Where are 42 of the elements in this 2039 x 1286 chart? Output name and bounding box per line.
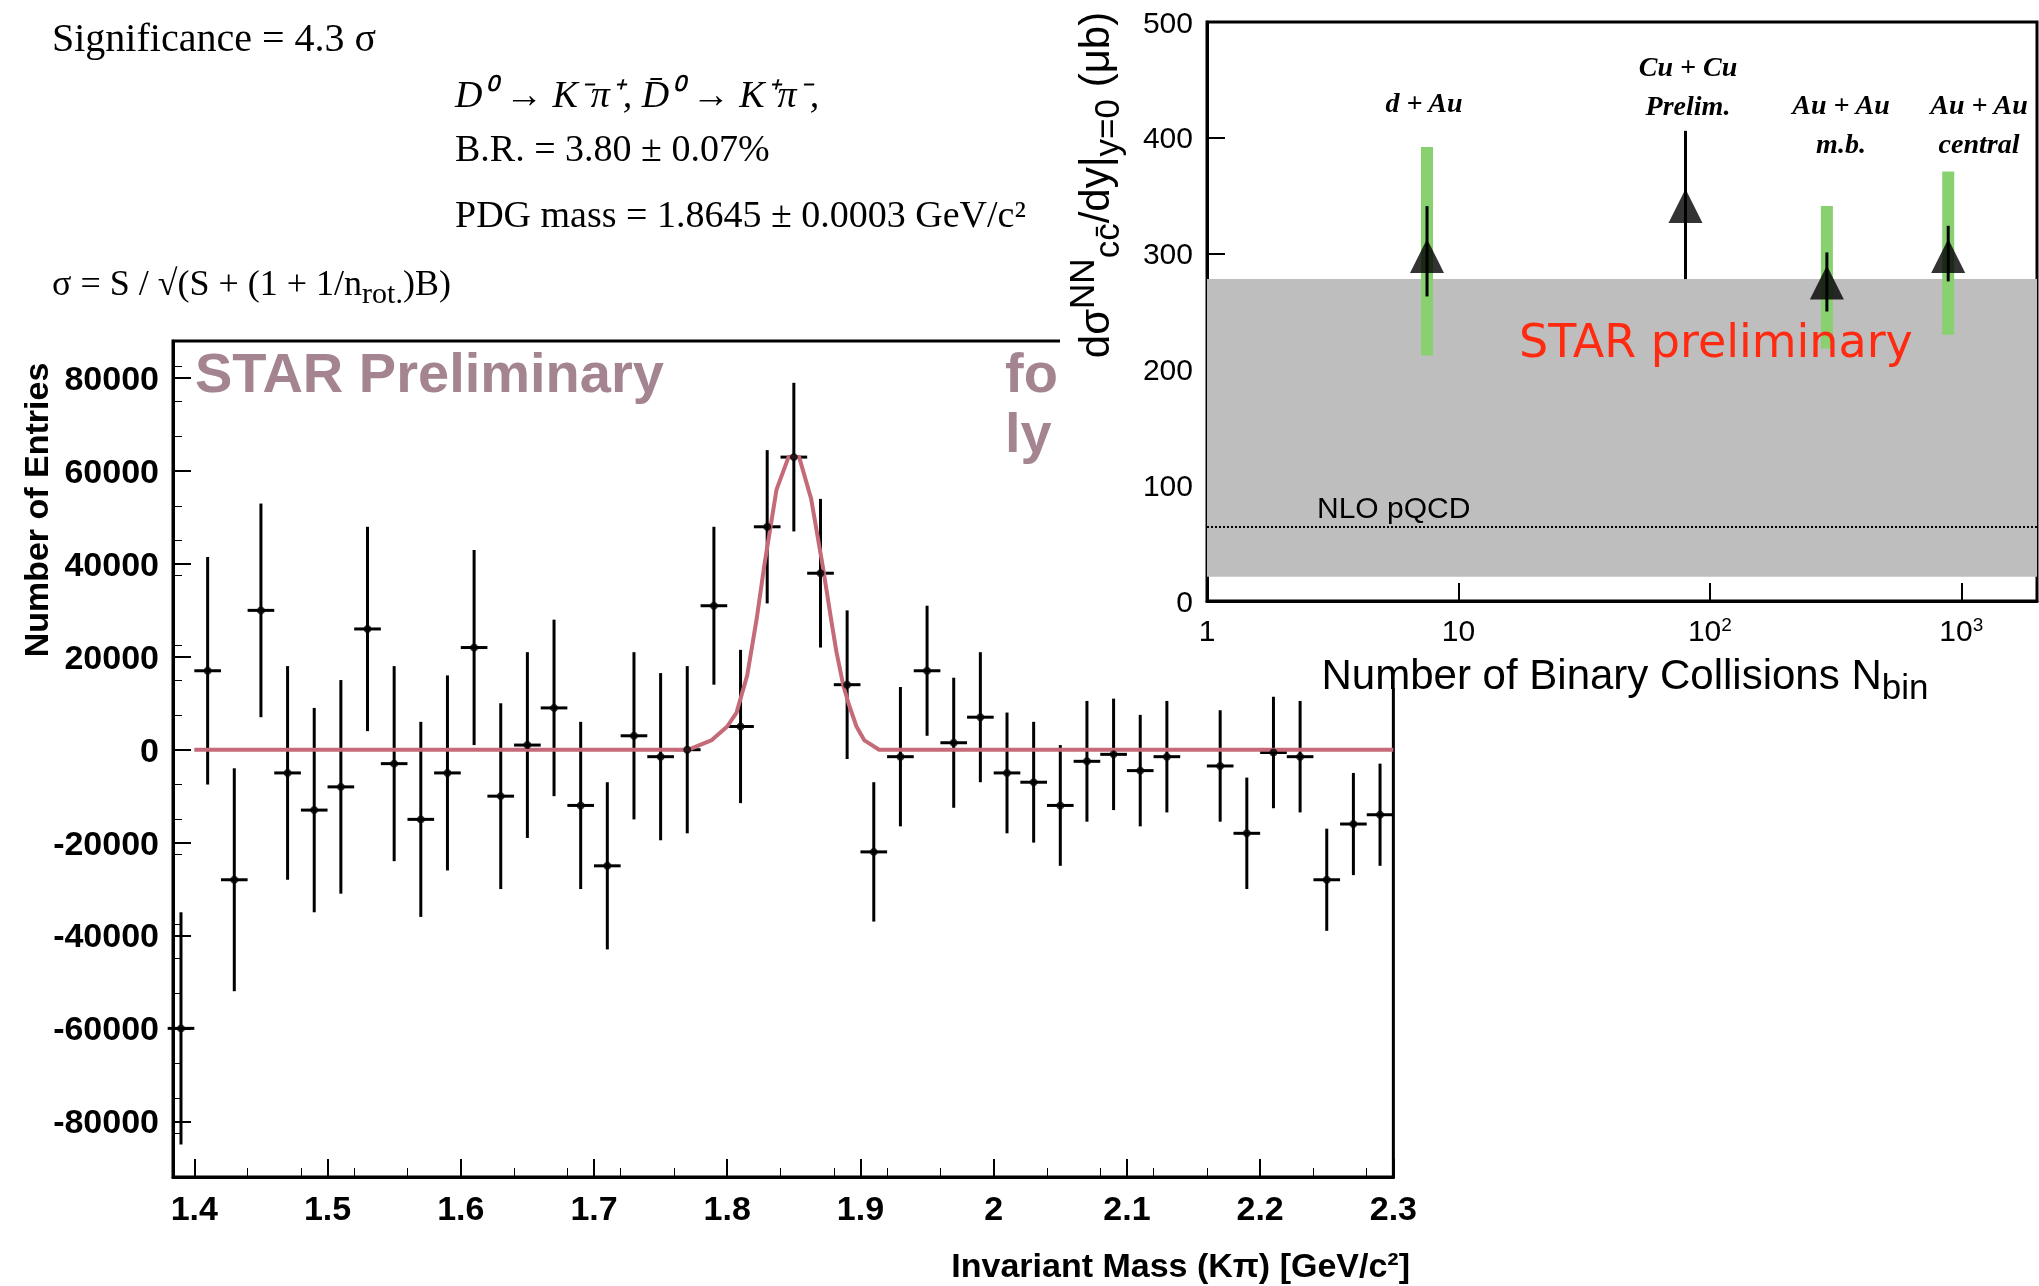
- y-tick-label: 60000: [64, 452, 159, 491]
- text: Significance = 4.3 σ: [52, 14, 377, 61]
- y-tick-label: -60000: [53, 1009, 159, 1048]
- y-axis-title: Number of Entries: [17, 362, 55, 658]
- y-tick-label: -80000: [53, 1102, 159, 1141]
- ref-line-label: NLO pQCD: [1317, 491, 1471, 525]
- x-tick-label: 1: [1198, 613, 1216, 647]
- x-tick-label: 2: [984, 1189, 1004, 1227]
- x-tick-label: 1.8: [703, 1189, 751, 1227]
- x-tick-label: 1.5: [303, 1189, 352, 1227]
- y-tick-label: 0: [1176, 584, 1193, 618]
- x-tick-label: 1.7: [570, 1189, 618, 1227]
- y-tick-label: 400: [1142, 121, 1193, 155]
- text: D⁰ → K⁻π⁺, D̄⁰ → K⁺π⁻,: [455, 72, 820, 117]
- text: PDG mass = 1.8645 ± 0.0003 GeV/c²: [455, 192, 1026, 236]
- y-tick-label: 80000: [64, 359, 159, 398]
- y-tick-label: -40000: [53, 916, 159, 955]
- annotation: Au + Au central: [1930, 87, 2028, 161]
- text: B.R. = 3.80 ± 0.07%: [455, 126, 770, 170]
- y-tick-label: -20000: [53, 823, 159, 862]
- y-tick-label: 500: [1142, 5, 1193, 39]
- annotation: Cu + Cu Prelim.: [1638, 49, 1738, 123]
- x-tick-label: 2.1: [1103, 1189, 1151, 1227]
- x-axis-title: Number of Binary Collisions N$_{bin}$: [1321, 651, 1929, 706]
- annotation: STAR preliminary: [1519, 314, 1913, 368]
- y-tick-label: 200: [1142, 352, 1193, 386]
- y-tick-label: 100: [1142, 468, 1193, 502]
- x-tick-label: 1.4: [170, 1189, 219, 1227]
- annotation: d + Au: [1385, 86, 1463, 121]
- text: σ = S / √(S + (1 + 1/n$_{rot.}$)B): [52, 262, 451, 311]
- x-tick-label: 1.9: [836, 1189, 885, 1227]
- x-tick-label: 2.3: [1369, 1189, 1417, 1227]
- annotation: STAR Preliminary: [195, 340, 664, 405]
- x-tick-label: 2.2: [1236, 1189, 1284, 1227]
- annotation: Au + Au m.b.: [1792, 87, 1890, 161]
- y-tick-label: 0: [140, 730, 159, 769]
- x-tick-label: 1.6: [437, 1189, 485, 1227]
- x-tick-label: 10: [1441, 613, 1476, 647]
- y-tick-label: 20000: [64, 637, 159, 676]
- x-axis-title: Invariant Mass (Kπ) [GeV/c²]: [951, 1246, 1410, 1284]
- y-tick-label: 300: [1142, 237, 1193, 271]
- y-tick-label: 40000: [64, 544, 159, 583]
